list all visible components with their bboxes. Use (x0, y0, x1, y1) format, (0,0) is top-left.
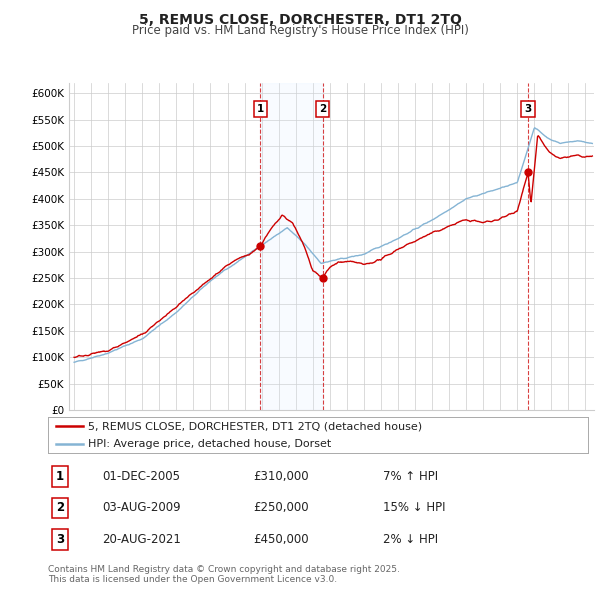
Text: Price paid vs. HM Land Registry's House Price Index (HPI): Price paid vs. HM Land Registry's House … (131, 24, 469, 37)
Text: 3: 3 (56, 533, 64, 546)
Bar (260, 83, 323, 410)
Text: £310,000: £310,000 (253, 470, 309, 483)
Text: 2: 2 (56, 502, 64, 514)
Text: 7% ↑ HPI: 7% ↑ HPI (383, 470, 438, 483)
Text: 3: 3 (524, 104, 532, 114)
Text: 5, REMUS CLOSE, DORCHESTER, DT1 2TQ: 5, REMUS CLOSE, DORCHESTER, DT1 2TQ (139, 13, 461, 27)
Text: 1: 1 (257, 104, 264, 114)
Text: Contains HM Land Registry data © Crown copyright and database right 2025.: Contains HM Land Registry data © Crown c… (48, 565, 400, 574)
Text: £250,000: £250,000 (253, 502, 309, 514)
Text: 2: 2 (319, 104, 326, 114)
Text: 5, REMUS CLOSE, DORCHESTER, DT1 2TQ (detached house): 5, REMUS CLOSE, DORCHESTER, DT1 2TQ (det… (89, 421, 422, 431)
Text: 1: 1 (56, 470, 64, 483)
Text: 15% ↓ HPI: 15% ↓ HPI (383, 502, 445, 514)
Text: £450,000: £450,000 (253, 533, 309, 546)
Text: HPI: Average price, detached house, Dorset: HPI: Average price, detached house, Dors… (89, 439, 332, 449)
Text: 2% ↓ HPI: 2% ↓ HPI (383, 533, 438, 546)
Text: 03-AUG-2009: 03-AUG-2009 (102, 502, 181, 514)
Text: This data is licensed under the Open Government Licence v3.0.: This data is licensed under the Open Gov… (48, 575, 337, 584)
Text: 01-DEC-2005: 01-DEC-2005 (102, 470, 180, 483)
Text: 20-AUG-2021: 20-AUG-2021 (102, 533, 181, 546)
